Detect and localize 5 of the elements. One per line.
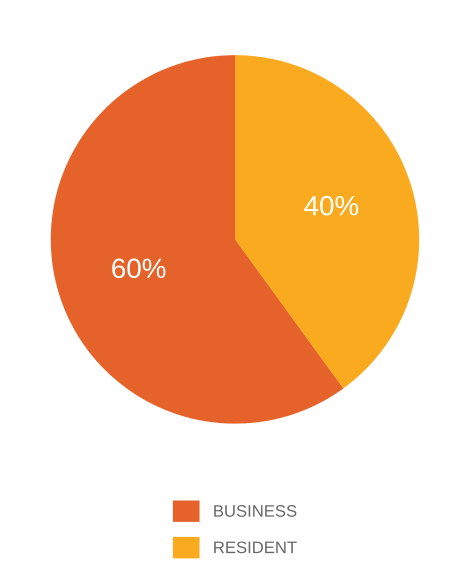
legend-label: BUSINESS	[214, 505, 296, 517]
legend-label: RESIDENT	[214, 541, 297, 554]
pie-slice	[235, 55, 420, 388]
data-label: 60%	[112, 258, 166, 278]
data-label: 40%	[304, 196, 358, 216]
